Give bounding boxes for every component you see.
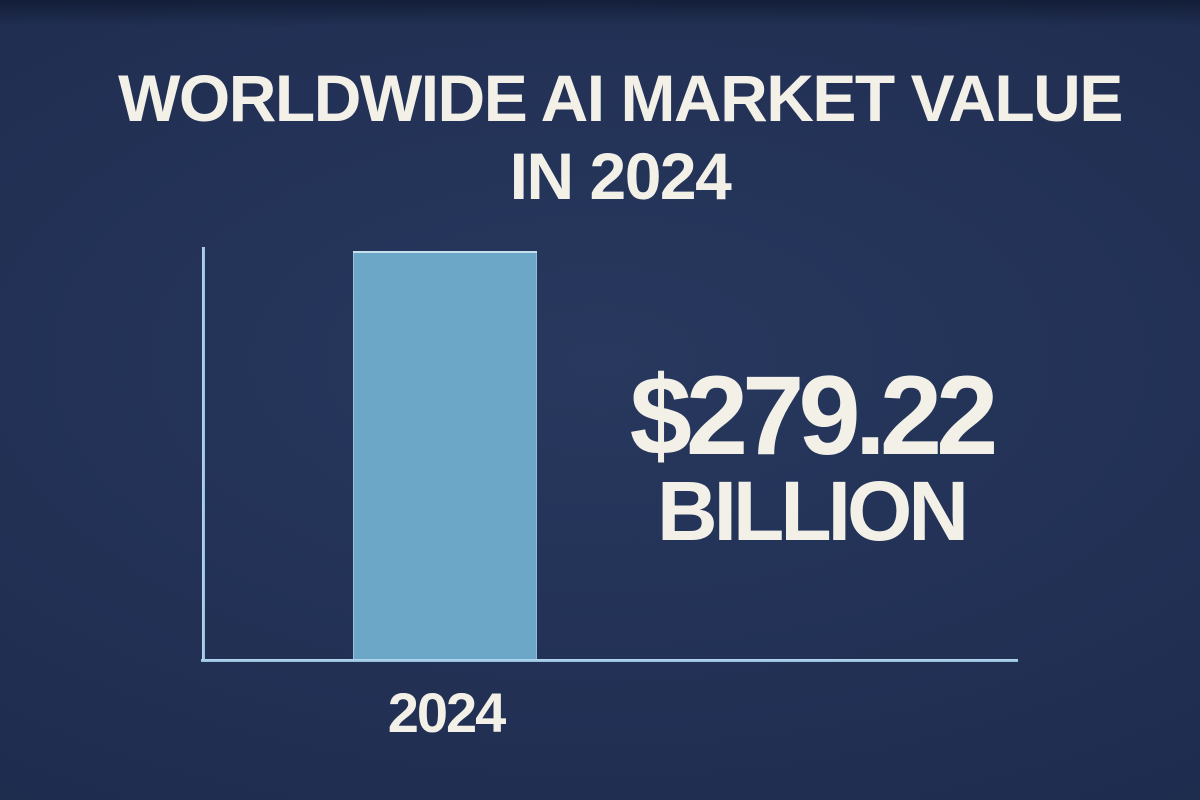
value-unit: BILLION	[657, 464, 969, 558]
y-axis	[202, 247, 205, 662]
bar-2024	[353, 251, 537, 659]
value-callout: $279.22 BILLION	[561, 353, 1061, 558]
x-axis	[201, 659, 1018, 662]
chart-title: WORLDWIDE AI MARKET VALUE IN 2024	[20, 59, 1200, 215]
x-tick-label-2024: 2024	[387, 681, 507, 744]
value-amount: $279.22	[629, 353, 999, 478]
chart-title-line2: IN 2024	[509, 139, 732, 213]
chart-title-line1: WORLDWIDE AI MARKET VALUE	[118, 61, 1123, 135]
top-vignette	[0, 0, 1200, 26]
